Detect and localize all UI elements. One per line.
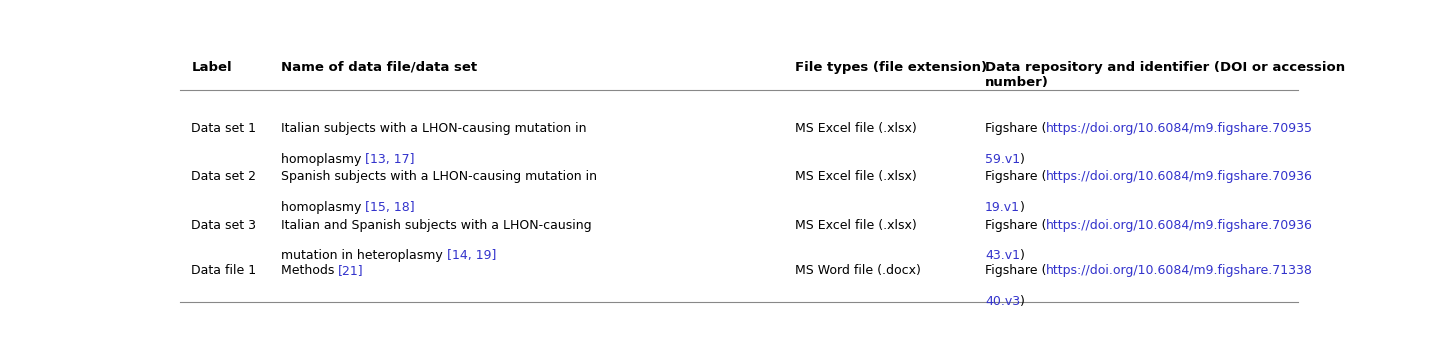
Text: Data set 2: Data set 2 — [192, 171, 257, 183]
Text: Data repository and identifier (DOI or accession
number): Data repository and identifier (DOI or a… — [985, 61, 1345, 88]
Text: [14, 19]: [14, 19] — [447, 250, 496, 262]
Text: Data set 3: Data set 3 — [192, 219, 257, 232]
Text: [15, 18]: [15, 18] — [365, 201, 415, 214]
Text: 19.v1: 19.v1 — [985, 201, 1019, 214]
Text: [13, 17]: [13, 17] — [365, 153, 415, 166]
Text: 40.v3: 40.v3 — [985, 295, 1019, 308]
Text: Figshare (: Figshare ( — [985, 264, 1047, 277]
Text: Methods: Methods — [281, 264, 339, 277]
Text: Spanish subjects with a LHON-causing mutation in: Spanish subjects with a LHON-causing mut… — [281, 171, 597, 183]
Text: MS Word file (.docx): MS Word file (.docx) — [795, 264, 921, 277]
Text: https://doi.org/10.6084/m9.figshare.71338: https://doi.org/10.6084/m9.figshare.7133… — [1047, 264, 1314, 277]
Text: ): ) — [1019, 250, 1025, 262]
Text: Name of data file/data set: Name of data file/data set — [281, 61, 477, 73]
Text: Italian and Spanish subjects with a LHON-causing: Italian and Spanish subjects with a LHON… — [281, 219, 591, 232]
Text: File types (file extension): File types (file extension) — [795, 61, 986, 73]
Text: Data file 1: Data file 1 — [192, 264, 257, 277]
Text: ): ) — [1019, 201, 1025, 214]
Text: https://doi.org/10.6084/m9.figshare.70935: https://doi.org/10.6084/m9.figshare.7093… — [1047, 122, 1314, 135]
Text: ): ) — [1019, 295, 1025, 308]
Text: Figshare (: Figshare ( — [985, 219, 1047, 232]
Text: homoplasmy: homoplasmy — [281, 153, 365, 166]
Text: Data set 1: Data set 1 — [192, 122, 257, 135]
Text: Label: Label — [192, 61, 232, 73]
Text: MS Excel file (.xlsx): MS Excel file (.xlsx) — [795, 171, 917, 183]
Text: Figshare (: Figshare ( — [985, 122, 1047, 135]
Text: MS Excel file (.xlsx): MS Excel file (.xlsx) — [795, 122, 917, 135]
Text: MS Excel file (.xlsx): MS Excel file (.xlsx) — [795, 219, 917, 232]
Text: 43.v1: 43.v1 — [985, 250, 1019, 262]
Text: homoplasmy: homoplasmy — [281, 201, 365, 214]
Text: Figshare (: Figshare ( — [985, 171, 1047, 183]
Text: https://doi.org/10.6084/m9.figshare.70936: https://doi.org/10.6084/m9.figshare.7093… — [1047, 219, 1314, 232]
Text: Italian subjects with a LHON-causing mutation in: Italian subjects with a LHON-causing mut… — [281, 122, 587, 135]
Text: mutation in heteroplasmy: mutation in heteroplasmy — [281, 250, 447, 262]
Text: ): ) — [1019, 153, 1025, 166]
Text: 59.v1: 59.v1 — [985, 153, 1019, 166]
Text: https://doi.org/10.6084/m9.figshare.70936: https://doi.org/10.6084/m9.figshare.7093… — [1047, 171, 1314, 183]
Text: [21]: [21] — [339, 264, 363, 277]
